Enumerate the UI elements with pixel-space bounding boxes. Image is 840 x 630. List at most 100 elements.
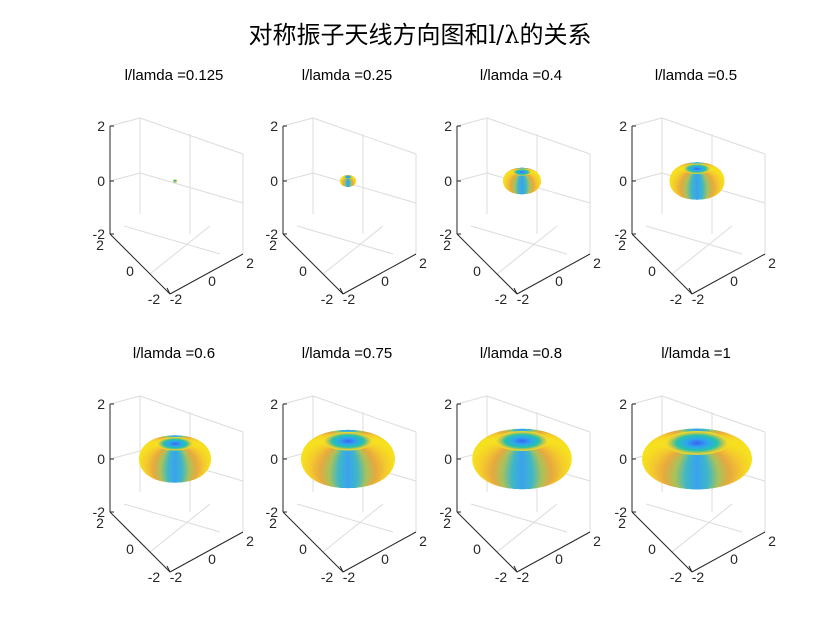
grid-line	[671, 225, 733, 275]
z-tick-label: -2	[440, 504, 453, 520]
x-tick-label: 0	[555, 551, 563, 567]
subplot-7: l/lamda =0.820-220-2 -202	[440, 345, 602, 585]
subplot-title: l/lamda =0.25	[302, 67, 392, 84]
grid-line	[282, 172, 314, 182]
z-tick-label: 0	[97, 451, 105, 467]
grid-line	[631, 395, 663, 405]
y-axis-line	[282, 233, 344, 295]
grid-line	[456, 172, 488, 182]
grid-line	[312, 395, 417, 433]
z-tick-label: 2	[619, 118, 627, 134]
grid-line	[631, 172, 663, 182]
y-tick-label: 0	[299, 541, 307, 557]
grid-line	[456, 117, 488, 127]
subplot-title: l/lamda =1	[661, 345, 731, 362]
surface-top	[495, 430, 549, 451]
y-tick-label: -2	[495, 291, 508, 307]
x-axis-line	[516, 531, 591, 573]
z-tick-label: -2	[615, 504, 628, 520]
grid-line	[470, 225, 568, 255]
grid-line	[661, 395, 766, 433]
surface-top	[665, 431, 729, 455]
y-tick-label: -2	[670, 291, 683, 307]
grid-line	[645, 503, 743, 533]
x-tick-label: 2	[593, 255, 601, 271]
z-tick-label: 2	[97, 396, 105, 412]
y-tick-label: -2	[670, 569, 683, 585]
z-tick-label: -2	[266, 226, 279, 242]
x-axis-line	[691, 253, 766, 295]
figure-title: 对称振子天线方向图和l/λ的关系	[249, 21, 592, 49]
surface-top	[343, 175, 353, 179]
axis-lines	[456, 403, 591, 573]
z-tick-label: 0	[444, 451, 452, 467]
subplot-3: l/lamda =0.420-220-2 -202	[440, 67, 602, 307]
grid-line	[645, 225, 743, 255]
y-tick-label: 0	[473, 263, 481, 279]
y-tick-label: -2	[148, 569, 161, 585]
y-tick-label: 0	[473, 541, 481, 557]
x-tick-label: -2	[170, 569, 183, 585]
x-tick-label: -2	[170, 291, 183, 307]
grid-line	[109, 172, 141, 182]
surface-top	[157, 436, 193, 451]
y-axis-line	[456, 511, 518, 573]
grid-line	[139, 117, 244, 155]
grid-line	[486, 395, 591, 433]
grid-line	[296, 503, 394, 533]
surface-top	[512, 168, 532, 176]
axis-tick	[688, 565, 693, 573]
axis-lines	[631, 125, 766, 295]
y-tick-label: 2	[618, 237, 626, 253]
x-tick-label: 0	[208, 551, 216, 567]
grid-line	[496, 225, 558, 275]
grid-line	[671, 503, 733, 553]
grid-line	[149, 503, 211, 553]
y-tick-label: 2	[269, 237, 277, 253]
x-tick-label: 0	[381, 273, 389, 289]
x-tick-label: 2	[246, 533, 254, 549]
surface	[502, 167, 542, 195]
axis-tick	[166, 565, 171, 573]
grid-line	[322, 225, 384, 275]
axis-tick	[339, 565, 344, 573]
axes-grid	[109, 117, 244, 275]
y-tick-label: 2	[443, 237, 451, 253]
grid-line	[123, 225, 221, 255]
subplot-4: l/lamda =0.520-220-2 -202	[615, 67, 777, 307]
x-tick-label: -2	[343, 569, 356, 585]
grid-line	[296, 225, 394, 255]
x-axis-line	[516, 253, 591, 295]
grid-line	[282, 395, 314, 405]
grid-line	[139, 172, 244, 204]
grid-line	[456, 395, 488, 405]
subplot-title: l/lamda =0.5	[655, 67, 737, 84]
z-tick-label: 2	[270, 118, 278, 134]
y-tick-label: 2	[269, 515, 277, 531]
axis-lines	[109, 125, 244, 295]
y-tick-label: 0	[126, 263, 134, 279]
z-tick-label: 2	[444, 118, 452, 134]
grid-line	[139, 395, 244, 433]
axis-tick	[513, 565, 518, 573]
z-tick-label: 0	[270, 451, 278, 467]
surface-top	[172, 179, 178, 182]
axis-lines	[631, 403, 766, 573]
x-axis-line	[169, 253, 244, 295]
grid-line	[282, 117, 314, 127]
grid-line	[486, 117, 591, 155]
axes-grid	[282, 117, 417, 275]
grid-line	[109, 395, 141, 405]
z-tick-label: 2	[619, 396, 627, 412]
z-tick-label: 2	[444, 396, 452, 412]
x-tick-label: 0	[730, 273, 738, 289]
z-tick-label: 0	[270, 173, 278, 189]
y-tick-label: -2	[148, 291, 161, 307]
surface	[669, 162, 725, 200]
y-tick-label: 0	[126, 541, 134, 557]
z-tick-label: -2	[615, 226, 628, 242]
subplot-8: l/lamda =120-220-2 -202	[615, 345, 777, 585]
